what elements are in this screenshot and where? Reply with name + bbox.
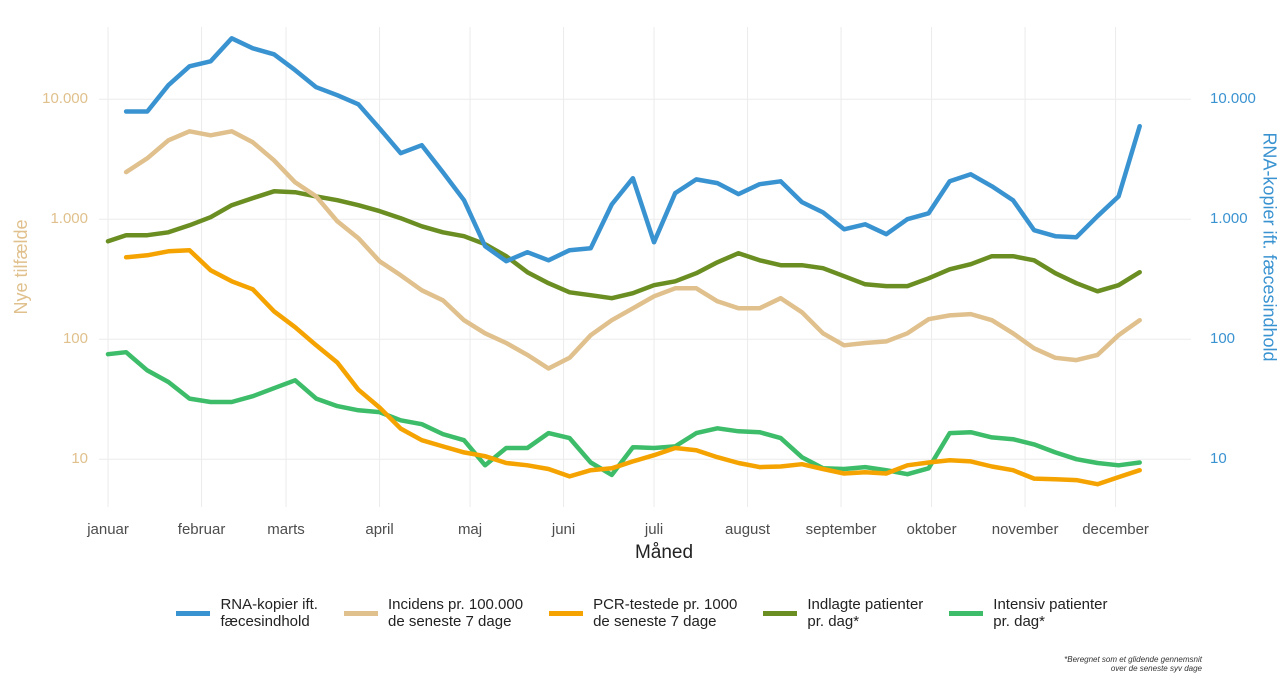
series-line [105, 349, 1142, 478]
legend-label: Indlagte patienter pr. dag* [807, 596, 924, 630]
y2-tick-label: 10.000 [1210, 90, 1256, 107]
y-tick-label: 10 [71, 450, 88, 467]
legend-label: Incidens pr. 100.000 de seneste 7 dage [387, 596, 524, 630]
x-tick-label: oktober [907, 521, 957, 538]
x-tick-label: august [725, 521, 771, 538]
x-tick-label: september [806, 521, 877, 538]
series-line [123, 247, 1142, 487]
legend-swatch [763, 610, 798, 616]
y2-tick-label: 100 [1210, 330, 1235, 347]
footnote: *Beregnet som et glidende gennemsnit ove… [1064, 655, 1202, 673]
y2-tick-label: 1.000 [1210, 210, 1248, 227]
legend-item: RNA-kopier ift. fæcesindhold [176, 596, 318, 630]
y-tick-label: 10.000 [42, 90, 88, 107]
x-tick-label: februar [178, 521, 226, 538]
legend-label: Intensiv patienter pr. dag* [993, 596, 1108, 630]
series-line [123, 36, 1142, 264]
x-tick-label: november [992, 521, 1059, 538]
grid [99, 27, 1191, 507]
legend-label: RNA-kopier ift. fæcesindhold [220, 596, 318, 630]
legend-swatch [949, 610, 984, 616]
legend-swatch [549, 610, 584, 616]
x-tick-label: januar [86, 521, 129, 538]
x-tick-label: juni [551, 521, 575, 538]
y-tick-label: 100 [63, 330, 88, 347]
legend-item: PCR-testede pr. 1000 de seneste 7 dage [549, 596, 737, 630]
legend-label: PCR-testede pr. 1000 de seneste 7 dage [593, 596, 738, 630]
x-tick-label: december [1082, 521, 1149, 538]
x-axis-title: Måned [635, 542, 693, 563]
y-axis-title: Nye tilfælde [11, 219, 31, 314]
series-line [123, 129, 1142, 371]
chart: Måned Nye tilfælde RNA-kopier ift. fæces… [11, 27, 1279, 563]
y2-tick-label: 10 [1210, 450, 1227, 467]
x-tick-label: maj [458, 521, 482, 538]
x-tick-label: marts [267, 521, 305, 538]
legend-item: Intensiv patienter pr. dag* [949, 596, 1108, 630]
legend-swatch [176, 610, 211, 616]
x-tick-label: april [365, 521, 393, 538]
y-tick-label: 1.000 [50, 210, 88, 227]
legend: RNA-kopier ift. fæcesindhold Incidens pr.… [0, 596, 1284, 630]
x-tick-label: juli [644, 521, 663, 538]
lines [105, 36, 1142, 487]
legend-item: Indlagte patienter pr. dag* [763, 596, 923, 630]
y2-axis-title: RNA-kopier ift. fæcesindhold [1259, 132, 1279, 361]
legend-swatch [343, 610, 378, 616]
legend-item: Incidens pr. 100.000 de seneste 7 dage [343, 596, 524, 630]
series-line [105, 189, 1142, 301]
